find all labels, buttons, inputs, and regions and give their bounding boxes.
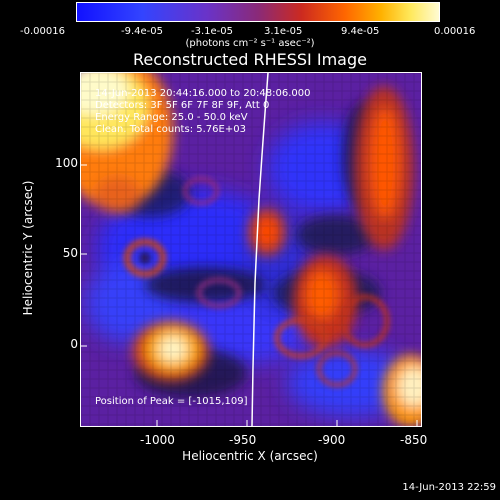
- y-tick-label-50: 50: [62, 246, 78, 260]
- info-line-4: Clean. Total counts: 5.76E+03: [95, 124, 246, 135]
- x-axis-title: Heliocentric X (arcsec): [182, 449, 318, 463]
- image-title: Reconstructed RHESSI Image: [133, 50, 367, 69]
- info-line-3: Energy Range: 25.0 - 50.0 keV: [95, 112, 248, 123]
- colorbar-label-6: 0.00016: [434, 26, 476, 37]
- colorbar-labels: -0.00016 -9.4e-05 -3.1e-05 3.1e-05 9.4e-…: [0, 26, 500, 40]
- colorbar: [76, 2, 440, 22]
- plot-area: [80, 72, 422, 427]
- x-tick-label--850: -850: [400, 433, 428, 447]
- colorbar-label-2: -9.4e-05: [121, 26, 163, 37]
- x-tick-label--1000: -1000: [140, 433, 175, 447]
- y-tick-label-100: 100: [55, 156, 78, 170]
- colorbar-unit: (photons cm⁻² s⁻¹ asec⁻²): [185, 38, 315, 49]
- colorbar-label-5: 9.4e-05: [341, 26, 380, 37]
- info-block: 14-Jun-2013 20:44:16.000 to 20:48:06.000…: [95, 88, 311, 136]
- x-tick-label--950: -950: [229, 433, 257, 447]
- peak-position: Position of Peak = [-1015,109]: [95, 396, 248, 407]
- y-axis-title: Heliocentric Y (arcsec): [21, 180, 35, 316]
- timestamp: 14-Jun-2013 22:59: [402, 482, 496, 493]
- colorbar-label-4: 3.1e-05: [264, 26, 303, 37]
- info-line-1: 14-Jun-2013 20:44:16.000 to 20:48:06.000: [95, 88, 311, 99]
- solar-limb: [251, 73, 269, 426]
- colorbar-label-1: -0.00016: [20, 26, 65, 37]
- x-tick-label--900: -900: [318, 433, 346, 447]
- colorbar-label-3: -3.1e-05: [191, 26, 233, 37]
- y-tick-label-0: 0: [70, 337, 78, 351]
- info-line-2: Detectors: 3F 5F 6F 7F 8F 9F, Att 0: [95, 100, 270, 111]
- rhessi-image: [81, 73, 421, 426]
